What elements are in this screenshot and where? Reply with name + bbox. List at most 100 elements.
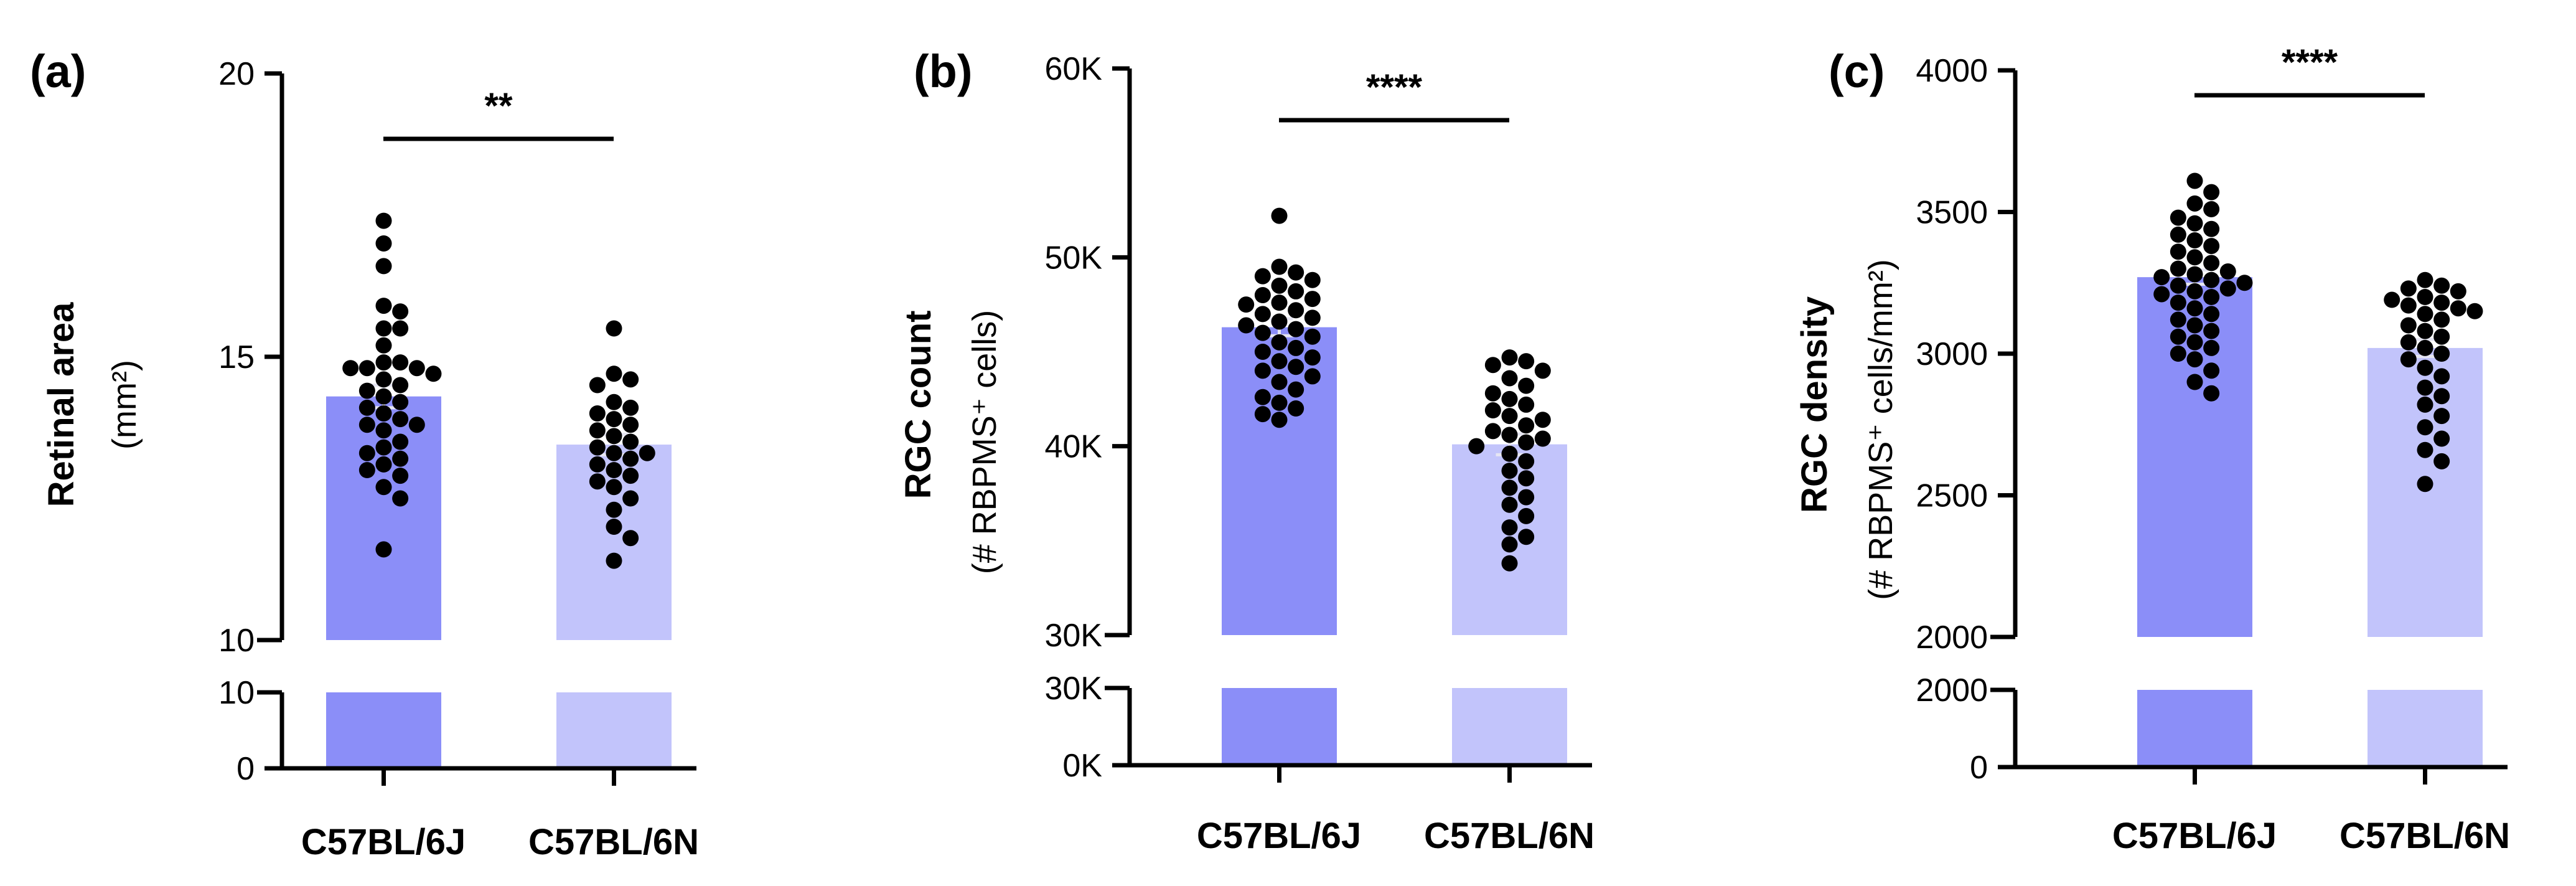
y-tick-label-upper: 40K bbox=[1044, 429, 1102, 465]
data-point bbox=[2153, 286, 2170, 303]
data-point bbox=[2203, 385, 2220, 402]
data-point bbox=[606, 411, 622, 428]
bar-lower-0 bbox=[326, 692, 441, 768]
data-point bbox=[2450, 300, 2466, 317]
data-point bbox=[2186, 334, 2203, 351]
data-point bbox=[1254, 287, 1271, 303]
y-tick-label-upper: 3500 bbox=[1916, 195, 1988, 231]
data-point bbox=[2433, 311, 2450, 328]
data-point bbox=[375, 258, 392, 275]
data-point bbox=[606, 394, 622, 410]
data-point bbox=[1288, 264, 1304, 281]
data-point bbox=[1238, 296, 1255, 313]
data-point bbox=[2170, 311, 2186, 328]
data-point bbox=[2450, 283, 2466, 299]
data-point bbox=[2186, 351, 2203, 368]
data-point bbox=[589, 422, 606, 439]
data-point bbox=[2186, 283, 2203, 299]
y-tick-label-lower: 0 bbox=[237, 751, 255, 787]
data-point bbox=[1518, 434, 1535, 451]
data-point bbox=[358, 417, 375, 433]
panel-c-category-label-1: C57BL/6N bbox=[2339, 816, 2510, 856]
data-point bbox=[2186, 300, 2203, 317]
data-point bbox=[2417, 271, 2433, 288]
data-point bbox=[2203, 184, 2220, 200]
panel-b-significance: **** bbox=[1366, 67, 1423, 108]
data-point bbox=[1254, 306, 1271, 323]
data-point bbox=[622, 530, 639, 547]
panel-b-ylabel: RGC count bbox=[898, 311, 939, 499]
y-tick-label-lower: 10 bbox=[218, 675, 255, 711]
data-point bbox=[606, 519, 622, 535]
panel-a-plot: 10 15 20 0 10 bbox=[218, 56, 696, 787]
data-point bbox=[1254, 344, 1271, 360]
bar-lower-1 bbox=[556, 692, 672, 768]
data-point bbox=[375, 235, 392, 252]
data-point bbox=[1271, 334, 1288, 351]
data-point bbox=[2203, 238, 2220, 255]
data-point bbox=[375, 456, 392, 473]
data-point bbox=[2203, 255, 2220, 271]
bar-lower-0 bbox=[2137, 690, 2252, 767]
data-point bbox=[1501, 479, 1518, 496]
data-point bbox=[392, 490, 409, 507]
data-point bbox=[622, 399, 639, 416]
data-point bbox=[2186, 215, 2203, 232]
data-point bbox=[2219, 280, 2236, 297]
data-point bbox=[622, 450, 639, 467]
y-tick-label-upper: 30K bbox=[1044, 618, 1102, 654]
data-point bbox=[2417, 419, 2433, 436]
data-point bbox=[1518, 507, 1535, 524]
data-point bbox=[1518, 453, 1535, 469]
data-point bbox=[375, 405, 392, 422]
data-point bbox=[1271, 353, 1288, 370]
data-point bbox=[589, 377, 606, 394]
data-point bbox=[1254, 268, 1271, 285]
data-point bbox=[2203, 271, 2220, 288]
data-point bbox=[1534, 362, 1551, 379]
data-point bbox=[1518, 417, 1535, 434]
data-point bbox=[1254, 324, 1271, 341]
data-point bbox=[1518, 396, 1535, 413]
panel-b-category-label-1: C57BL/6N bbox=[1424, 816, 1595, 856]
panel-a-ylabel: Retinal area bbox=[41, 302, 82, 507]
data-point bbox=[2203, 289, 2220, 305]
data-point bbox=[2170, 226, 2186, 243]
data-point bbox=[2153, 269, 2170, 286]
data-point bbox=[2433, 277, 2450, 294]
data-point bbox=[2219, 263, 2236, 280]
data-point bbox=[2186, 374, 2203, 390]
data-point bbox=[342, 360, 359, 377]
data-point bbox=[1501, 445, 1518, 462]
data-point bbox=[2170, 243, 2186, 260]
data-point bbox=[1304, 309, 1321, 326]
data-point bbox=[392, 433, 409, 450]
data-point bbox=[1484, 385, 1501, 402]
data-point bbox=[1271, 374, 1288, 390]
data-point bbox=[2186, 266, 2203, 283]
data-point bbox=[1254, 406, 1271, 423]
data-point bbox=[589, 473, 606, 490]
data-point bbox=[2186, 249, 2203, 266]
y-tick-label-upper: 3000 bbox=[1916, 336, 1988, 372]
data-point bbox=[1304, 328, 1321, 345]
data-point bbox=[1518, 377, 1535, 394]
panel-b: (b) RGC count (# RBPMS⁺ cells) C57BL/6J … bbox=[898, 45, 1595, 856]
data-point bbox=[2417, 289, 2433, 305]
data-point bbox=[1501, 496, 1518, 513]
data-point bbox=[1518, 529, 1535, 545]
y-tick-label-upper: 2000 bbox=[1916, 620, 1988, 656]
data-point bbox=[2417, 306, 2433, 323]
data-point bbox=[1271, 412, 1288, 428]
data-point bbox=[1304, 271, 1321, 288]
data-point bbox=[606, 320, 622, 337]
data-point bbox=[622, 468, 639, 484]
bar-lower-1 bbox=[2368, 690, 2483, 767]
data-point bbox=[2417, 339, 2433, 356]
data-point bbox=[1484, 423, 1501, 440]
data-point bbox=[622, 490, 639, 507]
data-point bbox=[1271, 394, 1288, 411]
data-point bbox=[1238, 317, 1255, 334]
data-point bbox=[2203, 200, 2220, 217]
